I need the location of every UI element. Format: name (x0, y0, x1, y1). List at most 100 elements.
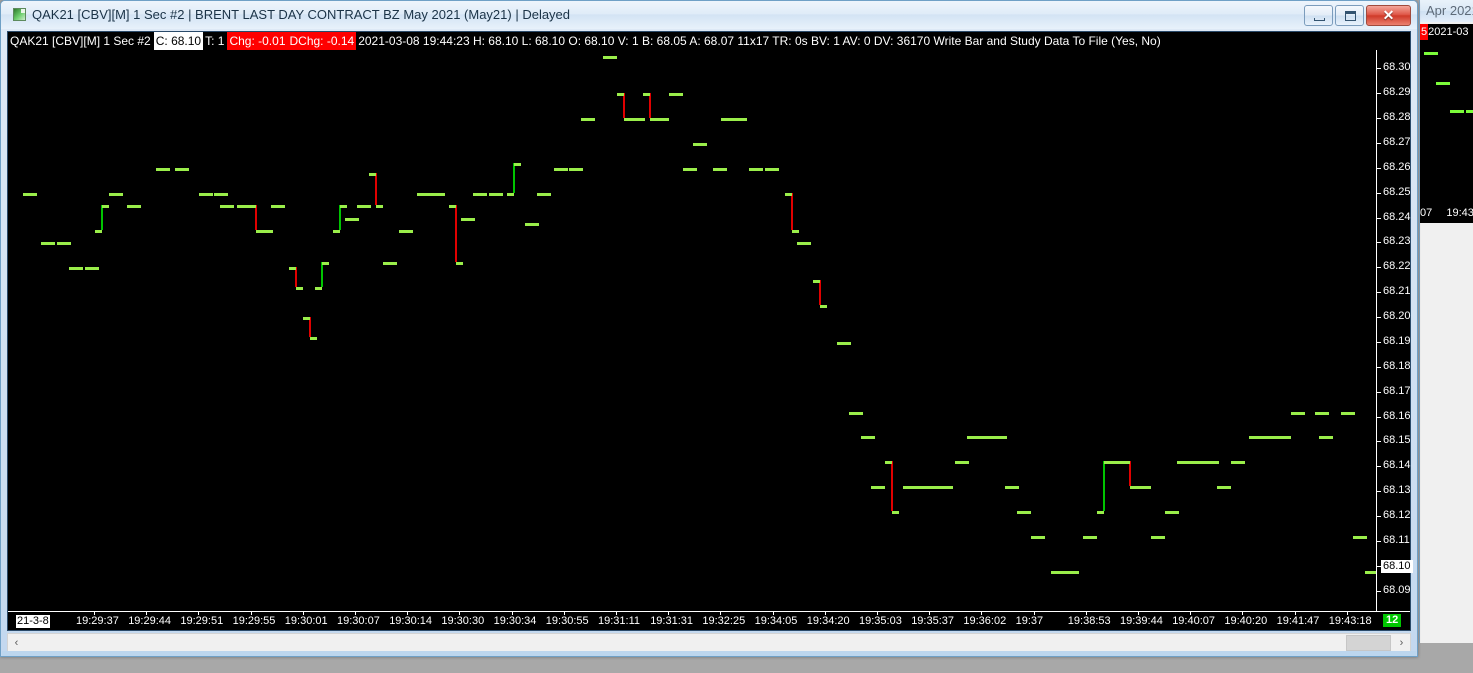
price-bar[interactable] (1291, 411, 1305, 415)
price-bar[interactable] (383, 262, 397, 266)
price-bar[interactable] (1365, 570, 1377, 574)
price-bar[interactable] (631, 118, 645, 122)
background-window[interactable]: Apr 2021 52021-03 07 19:43 (1419, 0, 1473, 643)
price-bar[interactable] (127, 205, 141, 209)
price-bar[interactable] (399, 230, 413, 234)
price-bar[interactable] (733, 118, 747, 122)
price-bar[interactable] (1217, 486, 1231, 490)
time-axis[interactable]: 21-3-8 19:29:37 19:29:44 19:29:51 19:29:55 19… (8, 611, 1410, 630)
minimize-button[interactable] (1304, 5, 1333, 26)
close-button[interactable]: ✕ (1366, 5, 1411, 26)
price-bar[interactable] (1123, 461, 1137, 490)
price-bar[interactable] (581, 118, 595, 122)
price-bar[interactable] (1065, 570, 1079, 574)
price-bar[interactable] (1051, 570, 1065, 574)
chart-client-area[interactable]: QAK21 [CBV][M] 1 Sec #2 C: 68.10 T: 1 Chg: … (7, 31, 1413, 631)
price-bar[interactable] (57, 242, 71, 246)
price-bar[interactable] (525, 222, 539, 226)
price-bar[interactable] (357, 205, 371, 209)
price-bar[interactable] (289, 267, 303, 291)
price-bar[interactable] (333, 205, 347, 234)
price-bar[interactable] (1341, 411, 1355, 415)
price-bar[interactable] (1177, 461, 1191, 465)
price-bar[interactable] (315, 262, 329, 291)
price-bar[interactable] (1151, 535, 1165, 539)
price-bar[interactable] (271, 205, 285, 209)
price-bar[interactable] (643, 93, 657, 122)
price-bar[interactable] (617, 93, 631, 122)
price-bar[interactable] (489, 192, 503, 196)
price-bar[interactable] (1249, 436, 1263, 440)
price-bar[interactable] (1319, 436, 1333, 440)
price-bar[interactable] (156, 167, 170, 171)
price-bar[interactable] (981, 436, 995, 440)
price-bar[interactable] (693, 143, 707, 147)
price-bar[interactable] (537, 192, 551, 196)
price-bar[interactable] (220, 205, 234, 209)
price-bar[interactable] (837, 341, 851, 345)
price-bar[interactable] (95, 205, 109, 234)
scroll-right-button[interactable]: › (1399, 636, 1404, 649)
price-bar[interactable] (473, 192, 487, 196)
price-bar[interactable] (813, 279, 827, 308)
background-window-chart[interactable] (1420, 40, 1473, 203)
price-bar[interactable] (1031, 535, 1045, 539)
price-bar[interactable] (237, 205, 251, 209)
scrollbar-thumb[interactable] (1346, 635, 1391, 651)
price-bar[interactable] (861, 436, 875, 440)
price-bar[interactable] (175, 167, 189, 171)
price-bar[interactable] (345, 217, 359, 221)
price-bar[interactable] (939, 486, 953, 490)
price-bar[interactable] (1263, 436, 1277, 440)
price-bar[interactable] (849, 411, 863, 415)
price-bar[interactable] (431, 192, 445, 196)
price-bar[interactable] (1353, 535, 1367, 539)
price-bar[interactable] (903, 486, 917, 490)
price-bar[interactable] (1315, 411, 1329, 415)
price-bar[interactable] (69, 267, 83, 271)
price-bar[interactable] (1165, 511, 1179, 514)
horizontal-scrollbar[interactable]: ‹ › (7, 633, 1411, 652)
price-bar[interactable] (885, 461, 899, 514)
price-bar[interactable] (1231, 461, 1245, 465)
price-bar[interactable] (955, 461, 969, 465)
price-bar[interactable] (1005, 486, 1019, 490)
price-bar[interactable] (1083, 535, 1097, 539)
price-bar[interactable] (303, 317, 317, 340)
price-bar[interactable] (713, 167, 727, 171)
price-bar[interactable] (214, 192, 228, 196)
scrollbar-track[interactable] (25, 634, 1393, 651)
price-bar[interactable] (721, 118, 735, 122)
price-bar[interactable] (603, 56, 617, 59)
price-bar[interactable] (85, 267, 99, 271)
price-bar[interactable] (1191, 461, 1205, 465)
price-bar[interactable] (1097, 461, 1111, 514)
price-bar[interactable] (23, 192, 37, 196)
price-bar[interactable] (749, 167, 763, 171)
price-bar[interactable] (927, 486, 941, 490)
price-bar[interactable] (1111, 461, 1125, 465)
price-bar[interactable] (41, 242, 55, 246)
price-bar[interactable] (655, 118, 669, 122)
price-bar[interactable] (569, 167, 583, 171)
price-bar[interactable] (669, 93, 683, 97)
price-axis[interactable]: 68.30 68.29 68.28 68.27 68.26 68.25 68.24 68.23… (1376, 50, 1413, 613)
price-bar[interactable] (765, 167, 779, 171)
price-bar[interactable] (461, 217, 475, 221)
price-bar[interactable] (1205, 461, 1219, 465)
price-bar[interactable] (967, 436, 981, 440)
price-bar[interactable] (871, 486, 885, 490)
price-bar[interactable] (1017, 511, 1031, 514)
price-bar[interactable] (993, 436, 1007, 440)
price-bar[interactable] (249, 205, 263, 234)
price-bar[interactable] (797, 242, 811, 246)
price-bar[interactable] (369, 172, 383, 209)
chart-plot-area[interactable] (9, 50, 1377, 613)
price-bar[interactable] (1137, 486, 1151, 490)
price-bar[interactable] (683, 167, 697, 171)
price-bar[interactable] (417, 192, 431, 196)
price-bar[interactable] (449, 205, 463, 266)
price-bar[interactable] (259, 230, 273, 234)
price-bar[interactable] (915, 486, 929, 490)
price-bar[interactable] (507, 162, 521, 196)
